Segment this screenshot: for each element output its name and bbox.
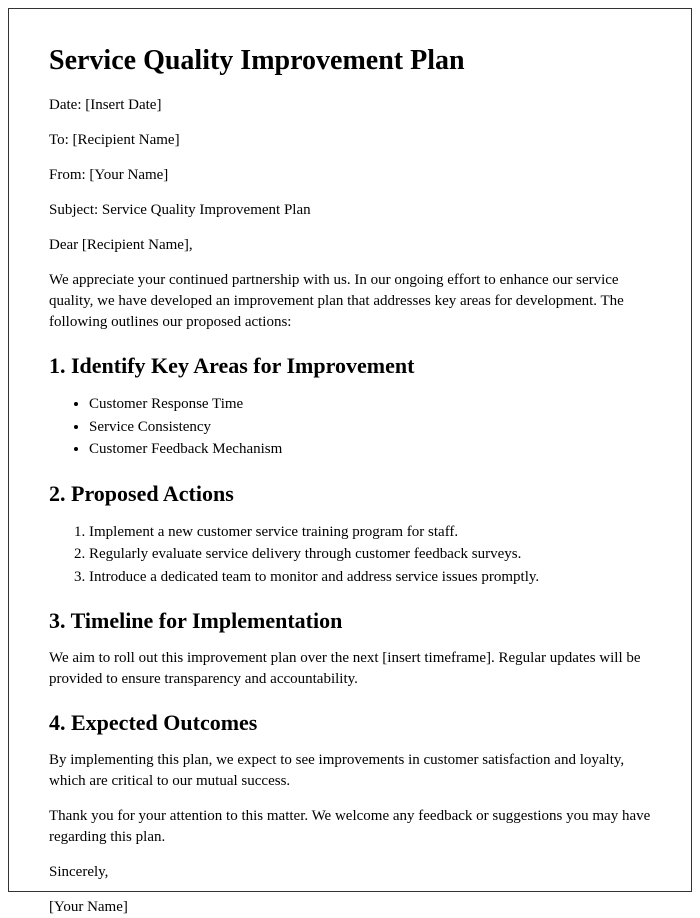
closing-name: [Your Name]: [49, 897, 651, 918]
closing-thanks: Thank you for your attention to this mat…: [49, 806, 651, 848]
section-2-list: Implement a new customer service trainin…: [89, 521, 651, 589]
list-item: Customer Feedback Mechanism: [89, 438, 651, 461]
salutation: Dear [Recipient Name],: [49, 235, 651, 256]
subject-line: Subject: Service Quality Improvement Pla…: [49, 200, 651, 221]
section-3-heading: 3. Timeline for Implementation: [49, 608, 651, 634]
from-line: From: [Your Name]: [49, 165, 651, 186]
section-3-body: We aim to roll out this improvement plan…: [49, 648, 651, 690]
section-1-heading: 1. Identify Key Areas for Improvement: [49, 353, 651, 379]
to-line: To: [Recipient Name]: [49, 130, 651, 151]
document-page: Service Quality Improvement Plan Date: […: [8, 8, 692, 892]
list-item: Introduce a dedicated team to monitor an…: [89, 566, 651, 589]
list-item: Service Consistency: [89, 416, 651, 439]
closing-signoff: Sincerely,: [49, 862, 651, 883]
document-title: Service Quality Improvement Plan: [49, 45, 651, 77]
section-2-heading: 2. Proposed Actions: [49, 481, 651, 507]
date-line: Date: [Insert Date]: [49, 95, 651, 116]
list-item: Customer Response Time: [89, 393, 651, 416]
list-item: Regularly evaluate service delivery thro…: [89, 543, 651, 566]
section-1-list: Customer Response Time Service Consisten…: [89, 393, 651, 461]
section-4-heading: 4. Expected Outcomes: [49, 710, 651, 736]
section-4-body: By implementing this plan, we expect to …: [49, 750, 651, 792]
intro-paragraph: We appreciate your continued partnership…: [49, 270, 651, 333]
list-item: Implement a new customer service trainin…: [89, 521, 651, 544]
